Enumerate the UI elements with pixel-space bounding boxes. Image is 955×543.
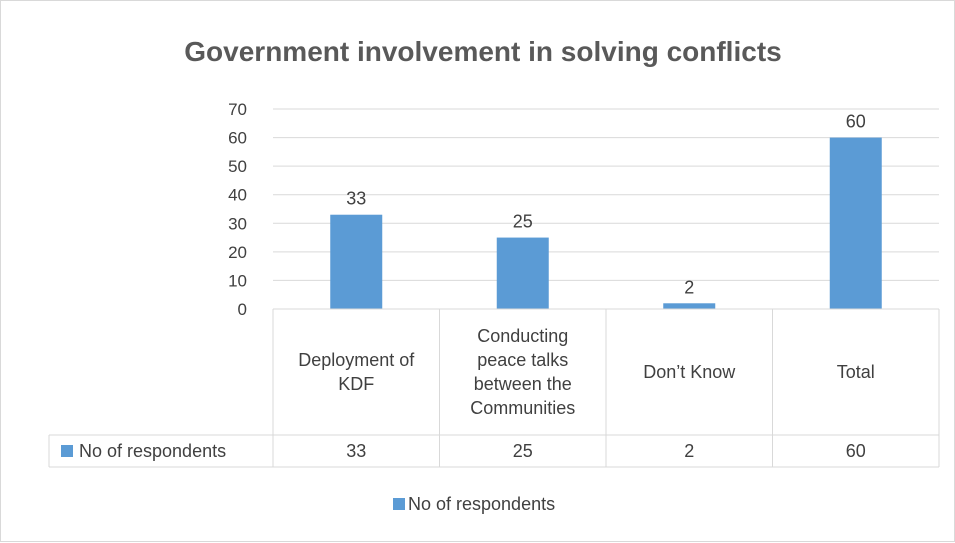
bar-series [330,137,882,309]
data-label: 2 [684,277,694,297]
table-value: 25 [513,441,533,461]
data-labels: 33 25 2 60 [346,112,866,298]
y-tick-label: 30 [228,214,247,233]
bar [663,303,716,309]
category-label: Total [837,362,875,382]
y-tick-label: 60 [228,129,247,148]
y-tick-label: 0 [238,300,247,319]
category-label: Conducting [477,326,568,346]
category-label: between the [474,374,572,394]
series-key-label: No of respondents [79,441,226,461]
y-axis: 0 10 20 30 40 50 60 70 [228,100,247,319]
data-label: 60 [846,112,866,132]
table-value: 60 [846,441,866,461]
table-value: 33 [346,441,366,461]
bar [496,237,549,309]
y-tick-label: 20 [228,243,247,262]
category-label: peace talks [477,350,568,370]
y-tick-label: 50 [228,157,247,176]
bar [330,214,383,309]
category-label: Communities [470,398,575,418]
legend-swatch [393,498,405,510]
data-table: Deployment of KDF 33 Conducting peace talks b… [48,308,940,468]
legend-label: No of respondents [408,494,555,514]
y-tick-label: 10 [228,271,247,290]
data-label: 33 [346,189,366,209]
table-value: 2 [684,441,694,461]
legend: No of respondents [393,494,555,514]
bar [829,137,882,309]
chart-title: Government involvement in solving confli… [184,36,781,67]
category-label: KDF [338,374,374,394]
series-key-swatch [61,445,73,457]
data-label: 25 [513,212,533,232]
category-label: Deployment of [298,350,415,370]
y-tick-label: 70 [228,100,247,119]
gridlines [273,108,939,281]
category-label: Don’t Know [643,362,736,382]
y-tick-label: 40 [228,186,247,205]
